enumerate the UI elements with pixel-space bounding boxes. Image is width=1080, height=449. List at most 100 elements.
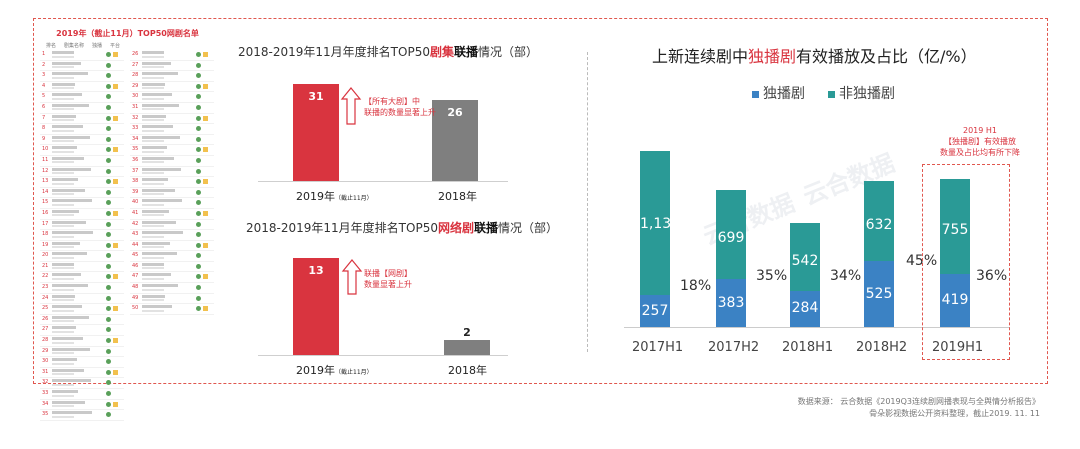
platform-icon: [106, 168, 111, 174]
exclusive-badge-icon: [113, 83, 118, 89]
list-row-rank: 49: [132, 294, 139, 301]
list-row-sub-placeholder: [52, 66, 74, 69]
list-row-rank: 32: [42, 379, 49, 386]
list-row-name-placeholder: [142, 72, 178, 76]
list-row-name-placeholder: [142, 114, 166, 118]
list-row-sub-placeholder: [52, 299, 74, 302]
platform-icon: [106, 263, 111, 269]
list-row-sub-placeholder: [142, 225, 164, 227]
source-line1: 数据来源： 云合数据《2019Q3连续剧网播表现与全舆情分析报告》: [797, 397, 1040, 406]
list-row: 26: [130, 50, 214, 61]
list-row-name-placeholder: [142, 103, 179, 107]
legend-exclusive-label: 独播剧: [763, 86, 805, 102]
list-row-sub-placeholder: [52, 373, 74, 376]
top-title-bold: 联播: [453, 45, 478, 59]
list-header-exclusive: 独播: [92, 43, 103, 49]
list-row-name-placeholder: [52, 262, 74, 266]
category-label: 2018H1: [782, 340, 834, 355]
list-row-sub-placeholder: [142, 97, 164, 100]
top-chart-baseline: [258, 181, 508, 182]
list-row: 7: [40, 114, 124, 125]
bottom-x1: 2019年: [296, 364, 335, 377]
list-row-rank: 22: [42, 273, 49, 280]
list-row: 33: [40, 389, 124, 400]
list-row: 16: [40, 209, 124, 220]
exclusive-badge-icon: [203, 83, 208, 89]
list-row-name-placeholder: [142, 51, 164, 54]
bar-segment-nonexclusive: 755: [940, 178, 970, 275]
list-row-sub-placeholder: [52, 330, 74, 333]
list-row: 47: [130, 272, 214, 284]
exclusive-badge-icon: [203, 274, 208, 280]
right-chart-baseline: [624, 327, 1010, 328]
platform-icon: [106, 210, 111, 216]
list-row-sub-placeholder: [142, 172, 164, 175]
share-percent-label: 35%: [756, 268, 788, 284]
list-row-rank: 41: [132, 209, 139, 216]
list-row-rank: 8: [42, 125, 46, 132]
list-row-sub-placeholder: [52, 383, 74, 386]
exclusive-badge-icon: [203, 179, 208, 185]
list-row-name-placeholder: [52, 51, 74, 54]
list-row-name-placeholder: [52, 178, 78, 182]
list-row: 17: [40, 220, 124, 231]
platform-icon: [196, 94, 201, 100]
list-row-name-placeholder: [52, 337, 83, 341]
list-row-rank: 18: [42, 231, 49, 238]
list-row: 33: [130, 124, 214, 135]
list-row-rank: 42: [132, 220, 139, 227]
list-row-rank: 21: [42, 262, 49, 269]
bottom-annotation-line2: 数量显著上升: [364, 280, 412, 289]
platform-icon: [196, 232, 201, 238]
list-row-name-placeholder: [52, 156, 84, 160]
list-row: 29: [130, 82, 214, 93]
list-row-sub-placeholder: [52, 76, 74, 79]
platform-icon: [196, 200, 201, 206]
platform-icon: [196, 179, 201, 185]
list-row-sub-placeholder: [52, 362, 74, 365]
list-row-sub-placeholder: [52, 341, 74, 344]
list-row-sub-placeholder: [142, 256, 164, 259]
bar-segment-exclusive: 525: [864, 260, 894, 327]
list-row: 40: [130, 198, 214, 209]
platform-icon: [106, 391, 111, 396]
list-row-sub-placeholder: [142, 235, 164, 238]
list-row: 36: [130, 156, 214, 167]
bar-segment-exclusive: 284: [790, 291, 820, 327]
list-row-rank: 35: [42, 411, 49, 418]
list-row-name-placeholder: [52, 146, 77, 150]
platform-icon: [106, 221, 111, 227]
list-row-name-placeholder: [142, 231, 183, 235]
list-row: 49: [130, 294, 214, 305]
list-row-sub-placeholder: [142, 182, 164, 185]
list-row: 3: [40, 71, 124, 82]
list-row: 30: [40, 357, 124, 368]
list-row: 4: [40, 82, 124, 93]
list-row: 50: [130, 304, 214, 315]
platform-icon: [196, 83, 201, 89]
exclusive-badge-icon: [113, 210, 118, 216]
list-row-rank: 45: [132, 252, 139, 259]
top-chart-annotation: 【所有大剧】中 联播的数量显著上升: [364, 96, 436, 118]
bottom-title-bold: 联播: [473, 221, 498, 235]
bar: [293, 258, 339, 355]
platform-icon: [196, 136, 201, 142]
list-row-rank: 40: [132, 199, 139, 206]
list-row-sub-placeholder: [52, 309, 74, 312]
list-row-name-placeholder: [52, 199, 92, 203]
list-row-name-placeholder: [142, 188, 175, 192]
platform-icon: [196, 104, 201, 110]
list-row-sub-placeholder: [52, 288, 74, 291]
bar-segment-nonexclusive: 542: [790, 222, 820, 292]
legend-nonexclusive: 非独播剧: [828, 83, 895, 103]
list-row-sub-placeholder: [142, 108, 164, 111]
platform-icon: [196, 274, 201, 280]
list-row-sub-placeholder: [142, 150, 164, 153]
bar: [432, 99, 478, 181]
list-row-name-placeholder: [142, 82, 165, 86]
list-row-name-placeholder: [142, 252, 177, 256]
list-row: 19: [40, 241, 124, 252]
list-row-sub-placeholder: [142, 203, 164, 206]
list-header-platform: 平台: [110, 43, 121, 49]
